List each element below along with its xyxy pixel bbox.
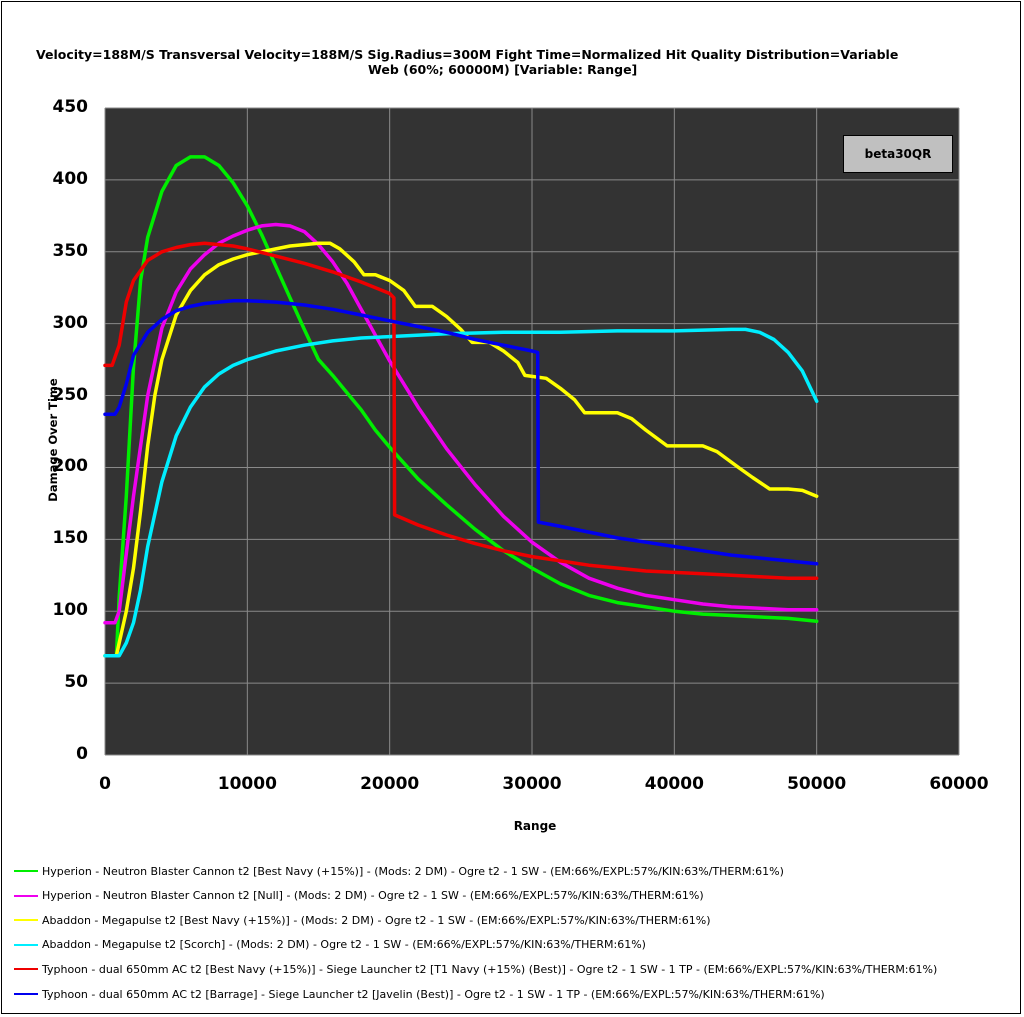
- series-line-5: [103, 241, 819, 580]
- legend-label: Abaddon - Megapulse t2 [Best Navy (+15%)…: [42, 913, 711, 927]
- x-tick-label: 50000: [787, 774, 847, 794]
- annotation-label: beta30QR: [864, 147, 932, 161]
- legend-item: Hyperion - Neutron Blaster Cannon t2 [Be…: [14, 863, 784, 879]
- x-tick-label: 40000: [644, 774, 704, 794]
- legend-swatch: [14, 870, 38, 872]
- x-tick-label: 0: [99, 774, 111, 794]
- series-lines: [103, 155, 819, 658]
- y-tick-label: 200: [52, 456, 89, 477]
- y-tick-label: 50: [64, 672, 88, 693]
- y-tick-label: 150: [52, 528, 89, 549]
- legend-swatch: [14, 968, 38, 971]
- x-tick-label: 30000: [502, 774, 562, 794]
- y-tick-label: 450: [52, 97, 89, 117]
- legend-label: Typhoon - dual 650mm AC t2 [Barrage] - S…: [42, 987, 825, 1001]
- legend-label: Hyperion - Neutron Blaster Cannon t2 [Nu…: [42, 889, 704, 903]
- chart-subtitle-line-2: Web (60%; 60000M) [Variable: Range]: [368, 62, 638, 77]
- legend-swatch: [14, 894, 38, 897]
- x-tick-label: 20000: [360, 774, 420, 794]
- legend-swatch: [14, 993, 38, 995]
- y-tick-label: 0: [76, 744, 88, 764]
- annotation-box: beta30QR: [843, 135, 953, 173]
- series-line-3: [103, 241, 819, 658]
- legend-swatch: [14, 943, 38, 946]
- y-tick-label: 300: [52, 312, 89, 333]
- legend-item: Hyperion - Neutron Blaster Cannon t2 [Nu…: [14, 888, 704, 904]
- legend-label: Typhoon - dual 650mm AC t2 [Best Navy (+…: [42, 962, 938, 976]
- legend-item: Abaddon - Megapulse t2 [Best Navy (+15%)…: [14, 912, 711, 928]
- y-tick-label: 250: [52, 384, 89, 405]
- legend-swatch: [14, 919, 38, 922]
- x-axis-title: Range: [513, 819, 557, 833]
- series-line-1: [103, 155, 819, 658]
- chart-subtitle-line-1: Velocity=188M/S Transversal Velocity=188…: [36, 47, 899, 62]
- series-line-4: [103, 327, 819, 658]
- x-tick-label: 60000: [929, 774, 989, 794]
- legend-item: Typhoon - dual 650mm AC t2 [Best Navy (+…: [14, 961, 937, 977]
- legend-item: Typhoon - dual 650mm AC t2 [Barrage] - S…: [14, 986, 825, 1002]
- series-line-6: [103, 298, 819, 566]
- legend-item: Abaddon - Megapulse t2 [Scorch] - (Mods:…: [14, 937, 646, 953]
- legend-label: Abaddon - Megapulse t2 [Scorch] - (Mods:…: [42, 938, 646, 952]
- x-tick-label: 10000: [217, 774, 277, 794]
- y-tick-label: 400: [52, 168, 89, 189]
- y-tick-label: 100: [52, 600, 89, 621]
- y-axis-title: Damage Over Time: [46, 378, 60, 502]
- legend-label: Hyperion - Neutron Blaster Cannon t2 [Be…: [42, 864, 784, 878]
- y-tick-label: 350: [52, 240, 89, 261]
